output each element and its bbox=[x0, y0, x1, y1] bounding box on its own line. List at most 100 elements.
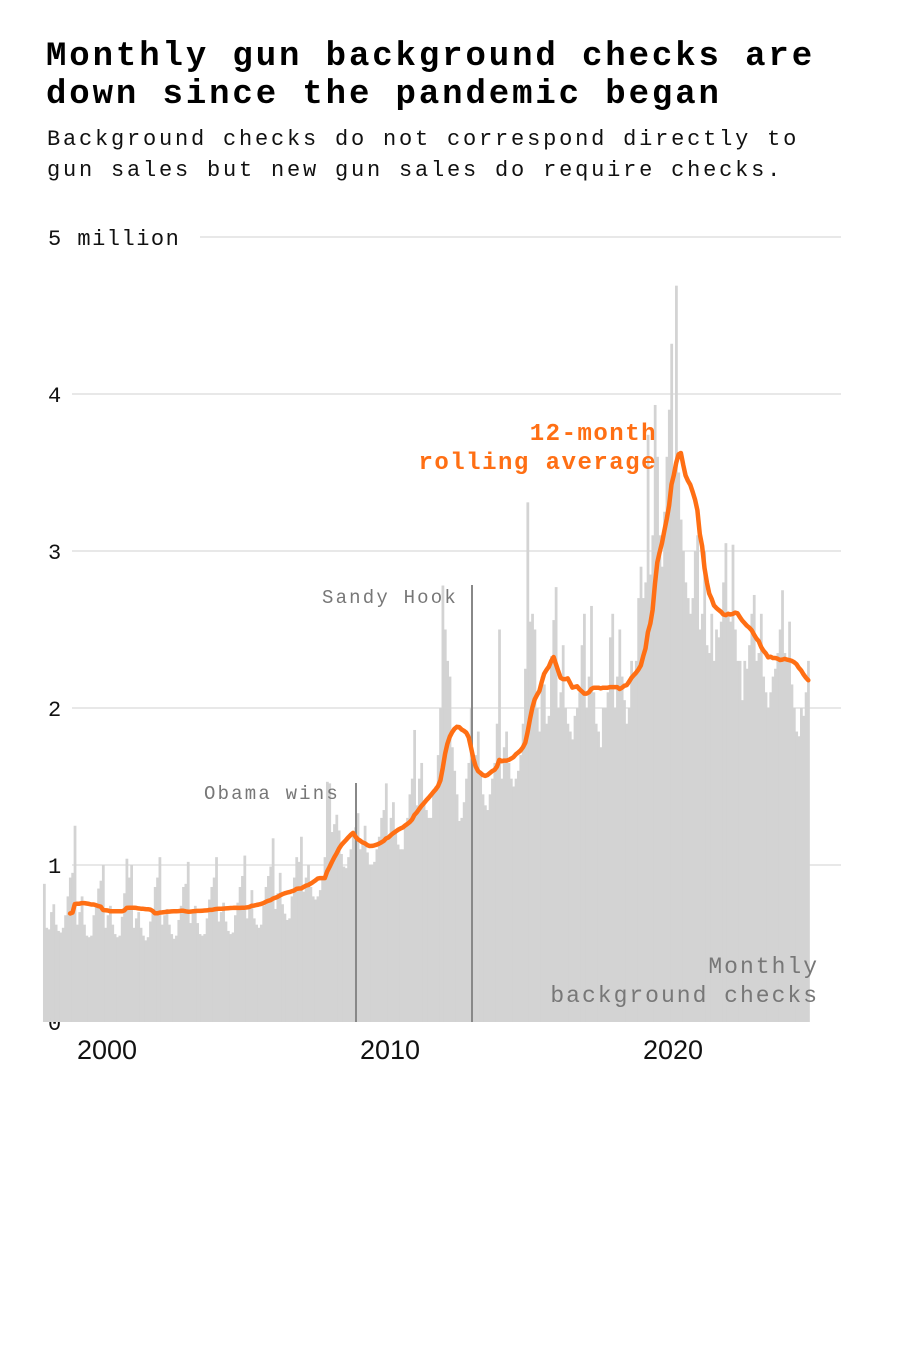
monthly-bar bbox=[705, 645, 709, 1022]
monthly-bar bbox=[196, 923, 200, 1022]
monthly-bar bbox=[547, 715, 551, 1022]
monthly-bar bbox=[144, 940, 148, 1022]
monthly-bar bbox=[450, 747, 454, 1022]
monthly-bar bbox=[333, 824, 336, 1022]
monthly-bar bbox=[321, 877, 325, 1022]
monthly-bar bbox=[104, 927, 108, 1022]
monthly-bar bbox=[113, 934, 117, 1022]
monthly-bar bbox=[61, 927, 65, 1022]
monthly-bar bbox=[507, 762, 511, 1022]
rolling-label-line-2: rolling average bbox=[418, 450, 657, 477]
monthly-bar bbox=[568, 731, 572, 1022]
monthly-bar bbox=[623, 700, 626, 1022]
monthly-bar bbox=[330, 832, 334, 1022]
monthly-bar bbox=[493, 762, 497, 1022]
monthly-bar bbox=[177, 919, 181, 1022]
y-tick-label: 2 bbox=[48, 698, 63, 723]
monthly-bar bbox=[276, 893, 280, 1022]
monthly-bar bbox=[502, 747, 506, 1022]
monthly-bar bbox=[337, 830, 341, 1022]
rolling-label-line-1: 12-month bbox=[530, 421, 657, 448]
monthly-bar bbox=[580, 645, 584, 1022]
monthly-bar bbox=[519, 755, 523, 1022]
monthly-bar bbox=[606, 692, 610, 1022]
monthly-bar bbox=[222, 902, 225, 1022]
monthly-bar bbox=[736, 660, 740, 1022]
monthly-bar bbox=[700, 613, 704, 1022]
monthly-bar bbox=[479, 770, 483, 1022]
monthly-bar bbox=[467, 762, 471, 1022]
monthly-bar bbox=[285, 919, 289, 1022]
monthly-bar bbox=[80, 896, 84, 1022]
monthly-bar bbox=[366, 852, 369, 1022]
monthly-bar bbox=[274, 908, 277, 1022]
monthly-bar bbox=[689, 613, 692, 1022]
monthly-bar bbox=[679, 519, 683, 1022]
monthly-bar bbox=[158, 857, 162, 1022]
monthly-bars bbox=[42, 285, 810, 1023]
monthly-bar bbox=[462, 802, 466, 1022]
monthly-bar bbox=[797, 736, 801, 1022]
monthly-bar bbox=[807, 660, 810, 1022]
monthly-bar bbox=[127, 877, 131, 1022]
monthly-bar bbox=[300, 836, 303, 1022]
monthly-bar bbox=[708, 653, 711, 1022]
monthly-bar bbox=[139, 927, 143, 1022]
monthly-bar bbox=[649, 574, 652, 1022]
monthly-bar bbox=[625, 723, 629, 1022]
monthly-bar bbox=[667, 409, 671, 1022]
title-line-1: Monthly gun background checks are bbox=[46, 38, 816, 76]
monthly-bar bbox=[613, 708, 617, 1022]
monthly-bar bbox=[316, 896, 320, 1022]
monthly-bar bbox=[236, 902, 240, 1022]
monthly-bar bbox=[781, 590, 784, 1022]
monthly-bar bbox=[109, 905, 112, 1022]
monthly-bar bbox=[458, 821, 461, 1022]
monthly-bar bbox=[179, 905, 183, 1022]
y-tick-label: 3 bbox=[48, 541, 63, 566]
monthly-bar bbox=[712, 660, 716, 1022]
y-tick-label: 4 bbox=[48, 384, 63, 409]
monthly-bar bbox=[328, 783, 332, 1022]
monthly-bar bbox=[302, 891, 306, 1022]
monthly-bar bbox=[460, 817, 464, 1022]
monthly-bar bbox=[257, 927, 261, 1022]
monthly-bar bbox=[401, 849, 405, 1022]
monthly-bar bbox=[387, 836, 391, 1022]
monthly-bar bbox=[738, 660, 742, 1022]
monthly-bar bbox=[226, 930, 230, 1022]
monthly-bar bbox=[755, 660, 758, 1022]
monthly-bar bbox=[76, 924, 79, 1022]
monthly-bar bbox=[64, 915, 67, 1022]
monthly-bar bbox=[795, 731, 799, 1022]
monthly-bar bbox=[658, 535, 662, 1022]
monthly-bar bbox=[759, 613, 763, 1022]
monthly-bar bbox=[587, 676, 591, 1022]
monthly-bar bbox=[785, 660, 789, 1022]
monthly-bar bbox=[599, 747, 603, 1022]
monthly-bar bbox=[559, 692, 563, 1022]
monthly-bar bbox=[167, 924, 171, 1022]
monthly-bar bbox=[608, 637, 612, 1022]
monthly-bar bbox=[453, 770, 457, 1022]
monthly-bar bbox=[583, 613, 586, 1022]
monthly-bar bbox=[389, 817, 393, 1022]
monthly-bar bbox=[651, 535, 655, 1022]
monthly-bar bbox=[57, 930, 60, 1022]
monthly-bar bbox=[726, 613, 730, 1022]
y-tick-label: 1 bbox=[48, 855, 63, 880]
monthly-bar bbox=[241, 875, 244, 1022]
x-axis-ticks: 2000 2010 2020 bbox=[77, 1035, 703, 1065]
monthly-bar bbox=[172, 938, 176, 1022]
monthly-bar bbox=[189, 923, 192, 1022]
monthly-bar bbox=[545, 723, 549, 1022]
monthly-bar bbox=[800, 708, 803, 1022]
monthly-bar bbox=[585, 708, 589, 1022]
monthly-bar bbox=[406, 817, 409, 1022]
monthly-bar bbox=[73, 825, 77, 1022]
monthly-bar bbox=[601, 708, 605, 1022]
monthly-bar bbox=[575, 708, 579, 1022]
monthly-bar bbox=[672, 472, 676, 1022]
sandy-hook-label: Sandy Hook bbox=[322, 587, 458, 609]
monthly-bar bbox=[455, 794, 459, 1022]
